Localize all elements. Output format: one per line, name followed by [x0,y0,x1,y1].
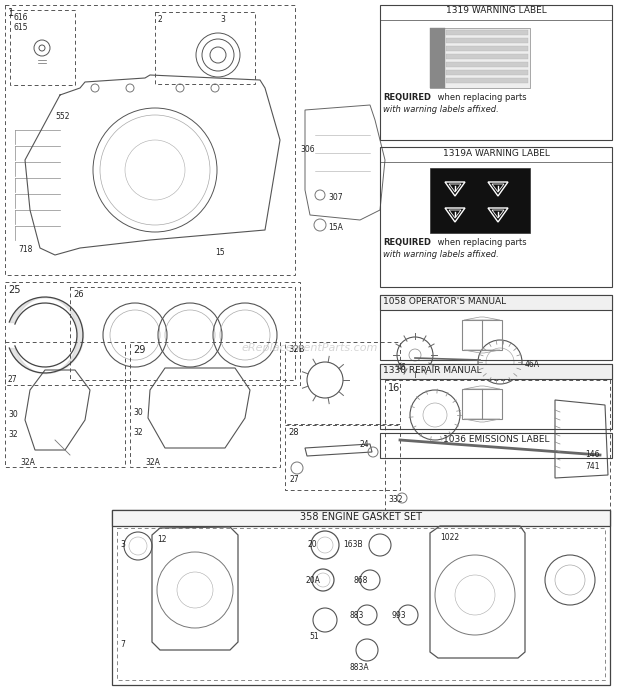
Text: 615: 615 [13,23,27,32]
Bar [380,364,612,429]
Polygon shape [492,210,504,218]
Bar [380,295,612,310]
Text: 718: 718 [18,245,32,254]
Bar [380,147,612,287]
Bar [446,46,528,51]
Text: 32A: 32A [145,458,160,467]
Text: 30: 30 [8,410,18,419]
Bar [5,342,125,467]
Text: 28: 28 [288,428,299,437]
Text: 24: 24 [360,440,370,449]
Bar [5,282,300,385]
Bar [380,295,612,360]
Text: 46A: 46A [525,360,540,369]
Text: 1036 EMISSIONS LABEL: 1036 EMISSIONS LABEL [443,435,549,444]
Polygon shape [492,184,504,192]
Bar [112,510,610,526]
Text: 552: 552 [55,112,69,121]
Bar [446,38,528,43]
Text: 51: 51 [309,632,319,641]
Text: 29: 29 [133,345,145,355]
Text: 15A: 15A [328,223,343,232]
Text: REQUIRED: REQUIRED [383,93,431,102]
Polygon shape [449,184,461,192]
Text: 741: 741 [585,462,600,471]
Bar [285,342,400,424]
Bar [5,5,295,275]
Text: 883: 883 [350,611,365,620]
Text: 883A: 883A [350,663,370,672]
Text: 32: 32 [133,428,143,437]
Bar [117,528,605,680]
Polygon shape [449,210,461,218]
Bar [446,30,528,35]
Text: with warning labels affixed.: with warning labels affixed. [383,105,498,114]
Text: REQUIRED: REQUIRED [383,238,431,247]
Text: eReplacementParts.com: eReplacementParts.com [242,343,378,353]
Text: 15: 15 [215,248,224,257]
Text: 868: 868 [354,576,368,585]
Bar [285,425,400,490]
Bar [385,380,610,510]
Text: 306: 306 [300,145,314,154]
Text: 1022: 1022 [440,533,459,542]
Text: 27: 27 [290,475,299,484]
Bar [446,78,528,83]
Bar [155,12,255,84]
Text: 26: 26 [73,290,84,299]
Text: 27: 27 [8,375,17,384]
Bar [446,70,528,75]
Text: when replacing parts: when replacing parts [435,238,526,247]
Text: with warning labels affixed.: with warning labels affixed. [383,250,498,259]
Text: 146: 146 [585,450,600,459]
Text: 30: 30 [133,408,143,417]
Text: 1319A WARNING LABEL: 1319A WARNING LABEL [443,149,549,158]
Text: when replacing parts: when replacing parts [435,93,526,102]
Bar [446,62,528,67]
Bar [446,54,528,59]
Bar [380,433,612,458]
Text: 20: 20 [307,540,317,549]
Text: 32B: 32B [288,345,304,354]
Bar [112,510,610,685]
Text: 332: 332 [388,495,402,504]
Bar [130,342,280,467]
Text: 20A: 20A [305,576,320,585]
Text: 3: 3 [120,540,125,549]
Text: 358 ENGINE GASKET SET: 358 ENGINE GASKET SET [300,512,422,522]
Bar [70,287,295,380]
Text: 46: 46 [397,363,407,372]
Text: 993: 993 [392,611,407,620]
Text: 1058 OPERATOR'S MANUAL: 1058 OPERATOR'S MANUAL [383,297,506,306]
Text: 3: 3 [220,15,225,24]
Text: 32: 32 [8,430,17,439]
Bar [10,10,75,85]
Text: 163B: 163B [343,540,363,549]
Text: 25: 25 [8,285,20,295]
Text: 7: 7 [120,640,125,649]
Text: 1330 REPAIR MANUAL: 1330 REPAIR MANUAL [383,366,482,375]
Bar [430,28,530,88]
Text: 32A: 32A [20,458,35,467]
Text: 616: 616 [13,13,27,22]
Text: 1319 WARNING LABEL: 1319 WARNING LABEL [446,6,546,15]
Bar [380,5,612,140]
Text: 1: 1 [8,8,14,18]
Text: 2: 2 [158,15,162,24]
Text: 12: 12 [157,535,167,544]
Bar [380,364,612,379]
Text: 16: 16 [388,383,401,393]
Text: 307: 307 [328,193,343,202]
Bar [430,168,530,233]
Bar [430,28,445,88]
